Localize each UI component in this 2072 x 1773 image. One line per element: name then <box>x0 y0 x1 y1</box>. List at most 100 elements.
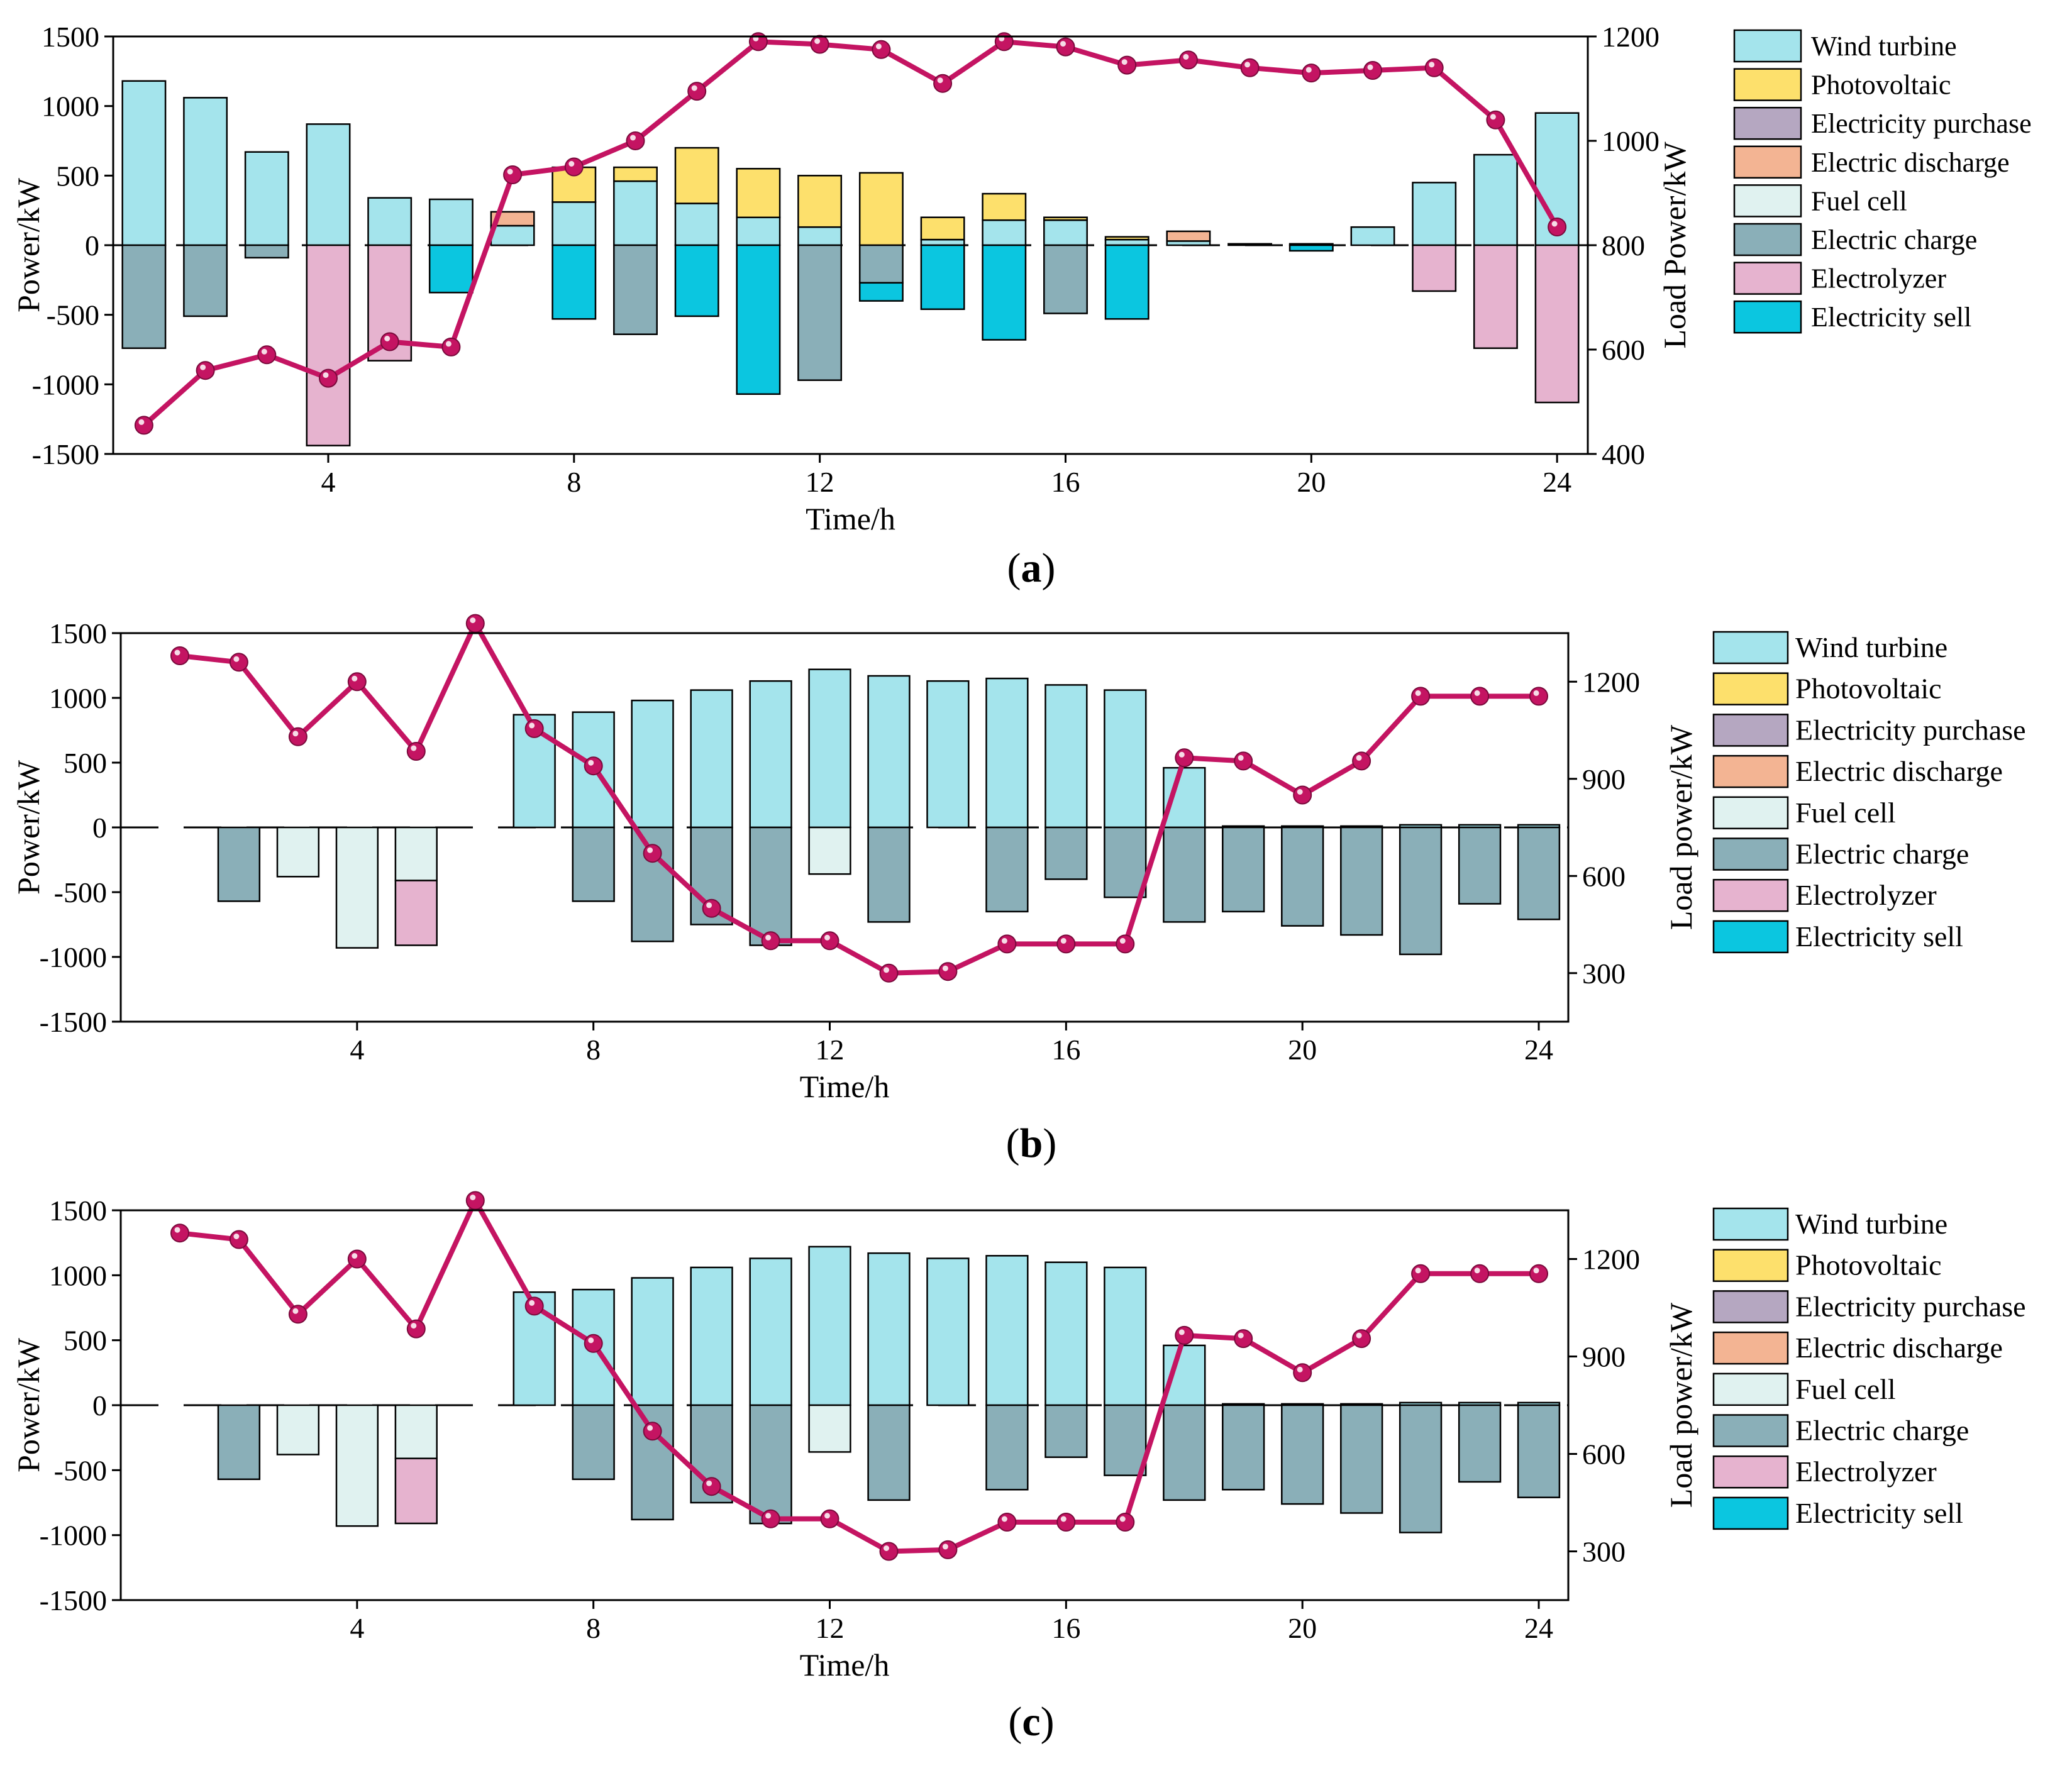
bar-electrolyzer-h5 <box>394 880 438 946</box>
y2-axis-title: Load power/kW <box>1663 1302 1698 1508</box>
load-point-highlight <box>1429 62 1435 68</box>
load-point-h12 <box>820 1509 839 1528</box>
load-point-highlight <box>1533 690 1539 696</box>
load-point-h23 <box>1486 110 1505 130</box>
x-tick-label: 16 <box>1051 1612 1080 1644</box>
y-tick-label: -1500 <box>32 438 99 470</box>
load-point-h24 <box>1529 687 1548 706</box>
legend-swatch-wind <box>1712 631 1789 665</box>
bar-discharge-h7 <box>490 211 535 227</box>
load-point-highlight <box>647 1425 653 1431</box>
y2-tick-label: 300 <box>1582 958 1626 990</box>
bar-charge-h22 <box>1399 1404 1443 1533</box>
legend-label-purchase: Electricity purchase <box>1795 714 2026 746</box>
bar-wind-h19 <box>1227 243 1273 246</box>
bar-charge-h21 <box>1340 826 1383 936</box>
y-tick-label: -1000 <box>32 368 99 400</box>
bar-wind-h10 <box>674 202 719 246</box>
y-tick-label: 1000 <box>49 682 107 714</box>
y-tick-label: 500 <box>56 160 99 192</box>
load-point-highlight <box>1297 789 1303 795</box>
bar-fuel_cell-h4 <box>335 1404 379 1527</box>
bar-charge-h11 <box>749 1404 792 1525</box>
bar-pv-h11 <box>736 168 781 219</box>
bar-wind-h22 <box>1412 182 1457 246</box>
load-point-highlight <box>529 1300 535 1306</box>
legend-swatch-purchase <box>1733 106 1802 140</box>
legend-label-wind: Wind turbine <box>1795 1208 1947 1240</box>
legend-label-purchase: Electricity purchase <box>1811 108 2032 139</box>
y-tick-label: 1500 <box>42 21 99 53</box>
y2-tick-label: 1200 <box>1582 666 1640 698</box>
bar-sell-h15 <box>982 244 1027 341</box>
bar-wind-h16 <box>1044 1261 1088 1406</box>
bar-pv-h10 <box>674 146 719 204</box>
bar-charge-h16 <box>1044 1404 1088 1458</box>
bar-wind-h11 <box>749 680 792 829</box>
y2-axis-title: Load power/kW <box>1663 724 1698 930</box>
load-point-highlight <box>647 847 653 853</box>
y2-tick-label: 1200 <box>1602 21 1659 53</box>
y-tick-label: 500 <box>64 1325 107 1357</box>
bar-wind-h16 <box>1043 219 1088 246</box>
x-axis-title: Time/h <box>800 1647 890 1682</box>
load-point-h10 <box>702 898 721 918</box>
load-point-h4 <box>347 1249 367 1269</box>
bar-charge-h13 <box>867 1404 911 1501</box>
load-point-h16 <box>1056 1513 1076 1532</box>
bar-wind-h9 <box>631 1277 674 1406</box>
y-tick-label: 1000 <box>42 91 99 123</box>
bar-fuel_cell-h5 <box>394 826 438 881</box>
x-tick-label: 20 <box>1297 466 1326 498</box>
load-point-h24 <box>1529 1264 1548 1283</box>
bar-wind-h10 <box>690 689 733 829</box>
x-tick-label: 12 <box>816 1612 845 1644</box>
load-point-h16 <box>1056 934 1076 954</box>
load-point-h14 <box>938 1540 958 1559</box>
bar-wind-h9 <box>631 699 674 829</box>
load-point-h8 <box>584 756 603 776</box>
bar-sell-h20 <box>1288 244 1334 252</box>
y2-tick-label: 1000 <box>1602 125 1659 157</box>
bar-charge-h13 <box>867 826 911 923</box>
legend-label-charge: Electric charge <box>1811 224 1977 255</box>
load-point-h21 <box>1352 1329 1371 1349</box>
bar-charge-h3 <box>244 244 289 259</box>
load-point-h3 <box>288 727 307 746</box>
load-point-h6 <box>465 614 485 633</box>
load-point-highlight <box>1060 41 1066 47</box>
bar-wind-h7 <box>512 714 556 829</box>
bar-charge-h17 <box>1104 826 1147 898</box>
load-point-h7 <box>503 165 523 184</box>
bar-pv-h14 <box>920 216 965 241</box>
load-point-h23 <box>1470 687 1490 706</box>
y2-axis-title: Load Power/kW <box>1657 141 1692 349</box>
load-point-highlight <box>1551 221 1558 227</box>
y-tick-label: 500 <box>64 747 107 779</box>
load-point-highlight <box>507 168 513 175</box>
y-tick-label: -1000 <box>40 1520 107 1552</box>
load-point-highlight <box>1356 754 1362 761</box>
bar-wind-h12 <box>808 668 851 829</box>
legend-label-electrolyzer: Electrolyzer <box>1795 879 1937 911</box>
bar-wind-h11 <box>749 1257 792 1406</box>
load-point-highlight <box>174 649 180 656</box>
y-tick-label: -500 <box>54 876 107 909</box>
load-point-highlight <box>292 1308 299 1314</box>
bar-wind-h13 <box>867 1252 911 1406</box>
load-point-h20 <box>1293 785 1312 805</box>
legend-swatch-pv <box>1712 672 1789 705</box>
bar-pv-h15 <box>982 192 1027 221</box>
load-point-h14 <box>938 962 958 981</box>
legend-swatch-discharge <box>1712 754 1789 788</box>
legend-swatch-fuel_cell <box>1712 1373 1789 1406</box>
bar-wind-h17 <box>1104 689 1147 829</box>
bar-charge-h20 <box>1281 1404 1324 1505</box>
load-point-h22 <box>1424 58 1444 77</box>
bar-fuel_cell-h12 <box>808 1404 851 1453</box>
bar-wind-h14 <box>926 680 970 829</box>
load-point-h18 <box>1175 1325 1194 1345</box>
load-point-highlight <box>1415 1268 1421 1274</box>
legend-label-wind: Wind turbine <box>1795 631 1947 663</box>
bar-charge-h19 <box>1222 826 1265 913</box>
